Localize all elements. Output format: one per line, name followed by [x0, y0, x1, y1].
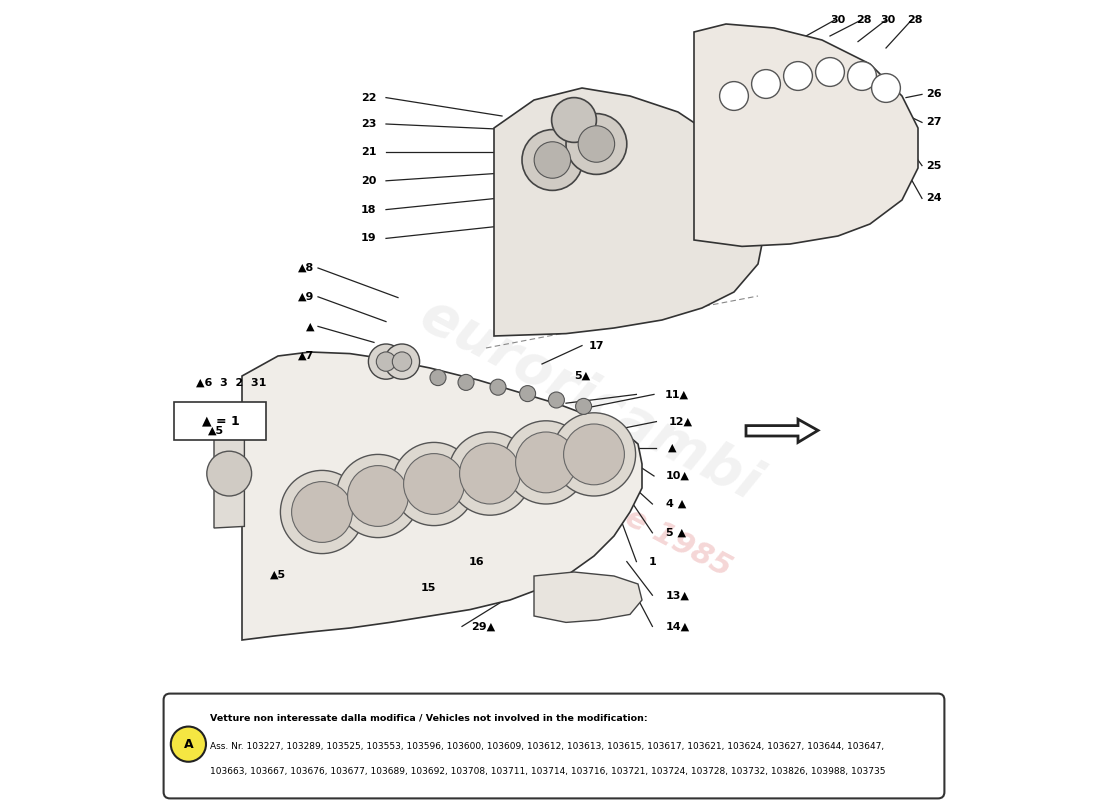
Circle shape: [490, 379, 506, 395]
Circle shape: [449, 432, 531, 515]
Circle shape: [348, 466, 408, 526]
Circle shape: [460, 443, 520, 504]
Text: 27: 27: [926, 118, 942, 127]
Circle shape: [458, 374, 474, 390]
Text: 30: 30: [830, 15, 845, 25]
Text: euroricambi: euroricambi: [411, 288, 769, 512]
Circle shape: [552, 413, 636, 496]
Text: 12▲: 12▲: [669, 417, 692, 426]
Circle shape: [368, 344, 404, 379]
Circle shape: [430, 370, 446, 386]
Polygon shape: [694, 24, 918, 246]
Text: Vetture non interessate dalla modifica / Vehicles not involved in the modificati: Vetture non interessate dalla modifica /…: [210, 714, 648, 723]
Text: 16: 16: [469, 558, 484, 567]
Text: 26: 26: [926, 89, 942, 98]
Text: 21: 21: [361, 147, 376, 157]
Circle shape: [280, 470, 364, 554]
Circle shape: [566, 114, 627, 174]
Text: 1: 1: [648, 558, 656, 567]
Circle shape: [384, 344, 419, 379]
Text: 103663, 103667, 103676, 103677, 103689, 103692, 103708, 103711, 103714, 103716, : 103663, 103667, 103676, 103677, 103689, …: [210, 767, 886, 776]
Text: 30: 30: [880, 15, 895, 25]
Text: 17: 17: [588, 341, 604, 350]
Polygon shape: [534, 572, 642, 622]
Text: 13▲: 13▲: [666, 590, 690, 600]
Circle shape: [563, 424, 625, 485]
Circle shape: [848, 62, 877, 90]
Circle shape: [783, 62, 813, 90]
Text: 15: 15: [420, 583, 436, 593]
Circle shape: [751, 70, 780, 98]
Circle shape: [516, 432, 576, 493]
Circle shape: [522, 130, 583, 190]
Circle shape: [719, 82, 748, 110]
Text: 11▲: 11▲: [664, 390, 689, 399]
FancyBboxPatch shape: [164, 694, 945, 798]
Circle shape: [519, 386, 536, 402]
Text: 20: 20: [361, 176, 376, 186]
Text: 4 ▲: 4 ▲: [666, 499, 686, 509]
Text: 5▲: 5▲: [574, 371, 590, 381]
Circle shape: [337, 454, 419, 538]
Text: a parts since 1985: a parts since 1985: [443, 409, 737, 583]
Polygon shape: [746, 419, 818, 442]
Text: 18: 18: [361, 205, 376, 214]
Circle shape: [815, 58, 845, 86]
Circle shape: [393, 352, 411, 371]
Polygon shape: [494, 88, 766, 336]
Text: 10▲: 10▲: [666, 471, 690, 481]
Circle shape: [292, 482, 352, 542]
Text: ▲ = 1: ▲ = 1: [201, 414, 240, 427]
FancyBboxPatch shape: [174, 402, 266, 440]
Circle shape: [575, 398, 592, 414]
Text: ▲7: ▲7: [298, 350, 314, 360]
Text: 5 ▲: 5 ▲: [666, 528, 686, 538]
Circle shape: [579, 126, 615, 162]
Text: ▲5: ▲5: [208, 426, 224, 435]
Circle shape: [393, 442, 475, 526]
Text: 24: 24: [926, 194, 942, 203]
Text: 28: 28: [906, 15, 922, 25]
Text: A: A: [184, 738, 194, 750]
Text: ▲5: ▲5: [270, 570, 286, 579]
Text: 14▲: 14▲: [666, 622, 690, 631]
Circle shape: [551, 98, 596, 142]
Polygon shape: [214, 420, 244, 528]
Text: Ass. Nr. 103227, 103289, 103525, 103553, 103596, 103600, 103609, 103612, 103613,: Ass. Nr. 103227, 103289, 103525, 103553,…: [210, 742, 884, 750]
Text: 29▲: 29▲: [472, 622, 496, 631]
Circle shape: [170, 726, 206, 762]
Circle shape: [376, 352, 396, 371]
Polygon shape: [242, 352, 642, 640]
Circle shape: [535, 142, 571, 178]
Text: 23: 23: [361, 119, 376, 129]
Text: ▲9: ▲9: [298, 292, 314, 302]
Text: 22: 22: [361, 93, 376, 102]
Text: 25: 25: [926, 161, 942, 170]
Text: ▲: ▲: [306, 322, 313, 331]
Circle shape: [207, 451, 252, 496]
Text: 19: 19: [361, 234, 376, 243]
Circle shape: [505, 421, 587, 504]
Text: 28: 28: [857, 15, 872, 25]
Circle shape: [404, 454, 464, 514]
Circle shape: [549, 392, 564, 408]
Circle shape: [871, 74, 901, 102]
Text: ▲: ▲: [669, 443, 676, 453]
Text: ▲6  3  2  31: ▲6 3 2 31: [196, 378, 266, 387]
Text: ▲8: ▲8: [298, 263, 314, 273]
